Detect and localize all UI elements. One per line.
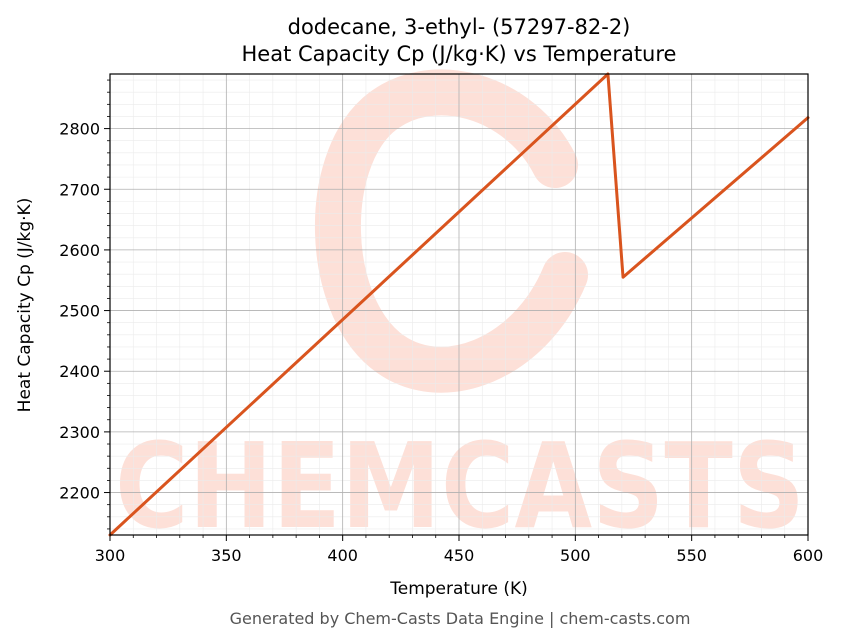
series-layer	[108, 72, 810, 537]
tick-labels: 300 350 400 450 500 550 600 2200 2300 2400 2500 260…	[59, 120, 823, 565]
y-tick-label: 2500	[59, 302, 100, 321]
y-tick-label: 2300	[59, 423, 100, 442]
x-tick-label: 600	[793, 546, 824, 565]
watermark-text: CHEMCASTS	[115, 417, 805, 555]
x-tick-label: 550	[676, 546, 707, 565]
y-tick-label: 2700	[59, 180, 100, 199]
watermark: CHEMCASTS	[115, 69, 805, 555]
x-axis-label: Temperature (K)	[389, 579, 528, 599]
y-tick-label: 2400	[59, 362, 100, 381]
chart-subtitle: Heat Capacity Cp (J/kg·K) vs Temperature	[242, 42, 677, 66]
x-tick-label: 450	[444, 546, 475, 565]
x-tick-label: 400	[327, 546, 358, 565]
y-tick-label: 2800	[59, 120, 100, 139]
watermark-logo-icon	[314, 69, 588, 393]
ticks	[104, 79, 809, 541]
footer-credit: Generated by Chem-Casts Data Engine | ch…	[230, 609, 691, 628]
series-line-cp	[108, 72, 810, 537]
y-tick-label: 2200	[59, 484, 100, 503]
y-tick-label: 2600	[59, 241, 100, 260]
chart-title: dodecane, 3-ethyl- (57297-82-2)	[288, 15, 631, 39]
x-tick-label: 300	[95, 546, 126, 565]
x-tick-label: 350	[211, 546, 242, 565]
y-axis-label: Heat Capacity Cp (J/kg·K)	[15, 198, 35, 413]
x-tick-label: 500	[560, 546, 591, 565]
